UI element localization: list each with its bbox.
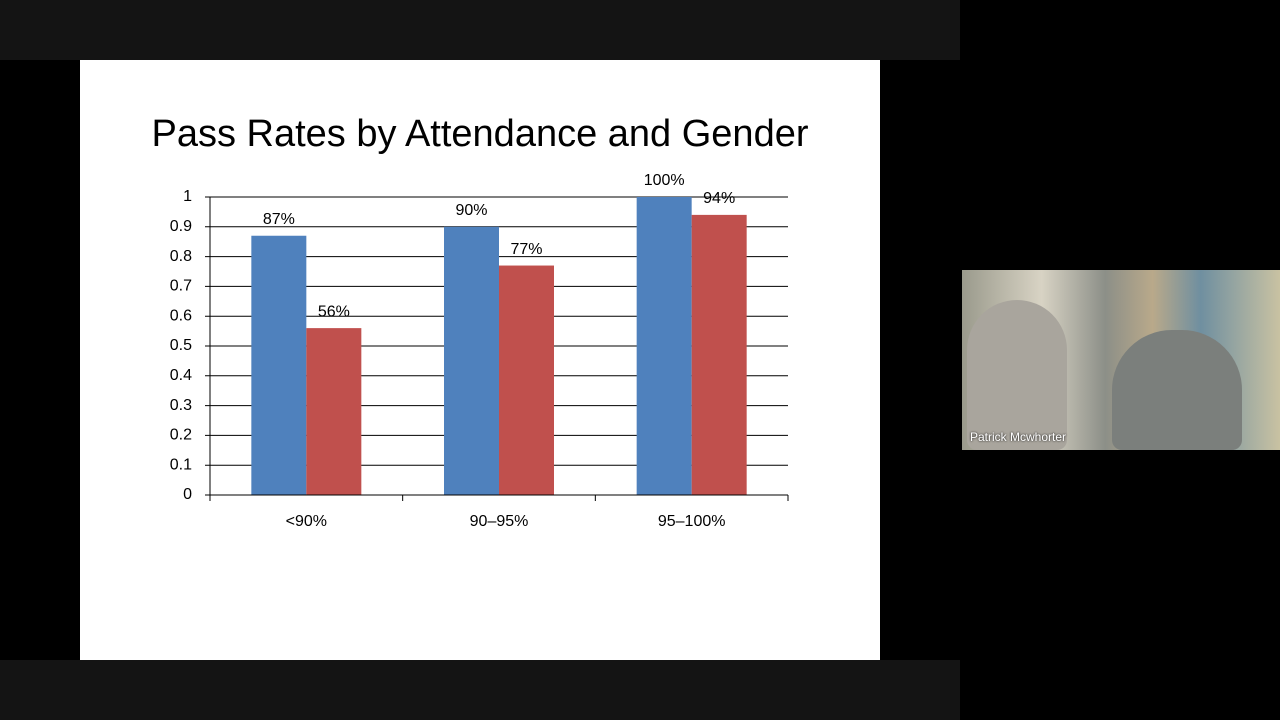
participant-name: Patrick Mcwhorter bbox=[970, 430, 1067, 444]
y-tick-label: 1 bbox=[183, 188, 192, 205]
y-tick-label: 0.5 bbox=[170, 337, 192, 354]
y-tick-label: 0.8 bbox=[170, 248, 192, 265]
bar bbox=[691, 214, 747, 495]
bar bbox=[251, 235, 307, 496]
y-tick-label: 0.9 bbox=[170, 218, 192, 235]
y-tick-label: 0.3 bbox=[170, 397, 192, 414]
slide: Pass Rates by Attendance and Gender 0 0.1… bbox=[80, 60, 880, 660]
y-tick-label: 0.6 bbox=[170, 307, 192, 324]
value-label: 77% bbox=[510, 241, 542, 258]
value-label: 94% bbox=[703, 190, 735, 207]
x-tick-label: 90–95% bbox=[470, 513, 529, 530]
value-label: 87% bbox=[263, 211, 295, 228]
x-tick-label: 95–100% bbox=[658, 513, 726, 530]
bar bbox=[499, 265, 554, 495]
participant-figure bbox=[967, 300, 1067, 450]
bar bbox=[636, 197, 692, 495]
video-tile[interactable]: Patrick Mcwhorter bbox=[962, 270, 1280, 450]
x-tick-label: <90% bbox=[286, 513, 327, 530]
y-tick-label: 0.7 bbox=[170, 278, 192, 295]
value-label: 100% bbox=[644, 172, 685, 189]
y-tick-label: 0.4 bbox=[170, 367, 192, 384]
top-bar bbox=[0, 0, 960, 60]
bottom-bar bbox=[0, 660, 960, 720]
value-label: 90% bbox=[455, 202, 487, 219]
participant-figure bbox=[1112, 330, 1242, 450]
chart-title: Pass Rates by Attendance and Gender bbox=[152, 113, 809, 155]
bar bbox=[444, 226, 499, 496]
bar bbox=[306, 328, 362, 495]
y-tick-label: 0 bbox=[183, 486, 192, 503]
y-tick-label: 0.2 bbox=[170, 427, 192, 444]
value-label: 56% bbox=[318, 303, 350, 320]
y-tick-label: 0.1 bbox=[170, 456, 192, 473]
